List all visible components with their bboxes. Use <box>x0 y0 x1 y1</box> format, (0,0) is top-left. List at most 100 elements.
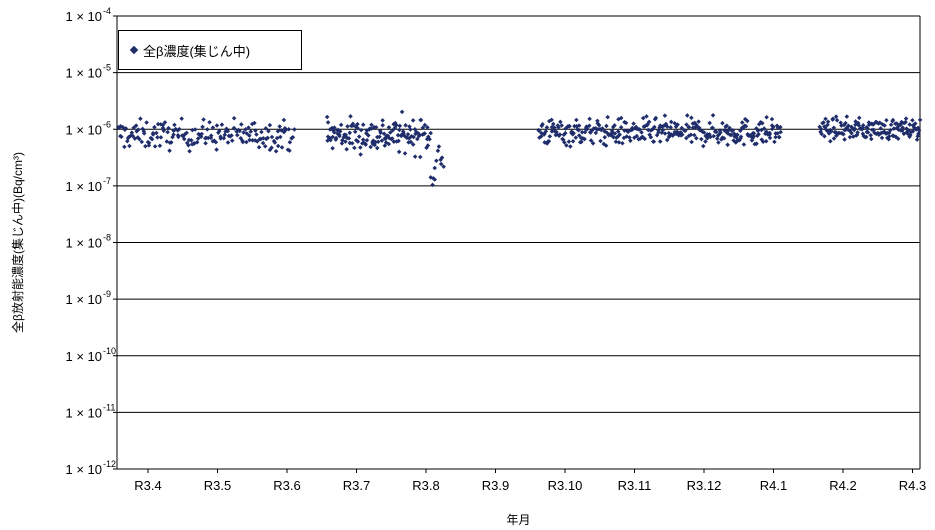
data-point <box>229 138 235 143</box>
data-point <box>430 182 435 188</box>
data-point <box>879 135 885 141</box>
data-point <box>842 137 847 142</box>
data-point <box>207 120 212 125</box>
data-point <box>360 137 366 142</box>
data-point <box>348 114 353 119</box>
data-point <box>265 135 270 141</box>
data-point <box>358 127 364 133</box>
data-point <box>222 132 228 138</box>
data-point <box>699 136 704 142</box>
x-tick-label: R3.11 <box>618 478 652 493</box>
data-point <box>337 129 343 134</box>
y-tick-label: 1 × 10 <box>65 292 102 307</box>
x-tick-label: R4.1 <box>760 478 787 493</box>
data-point <box>214 123 220 128</box>
data-point <box>438 161 444 167</box>
data-point <box>331 130 337 135</box>
y-tick-label: 1 × 10 <box>65 9 102 24</box>
data-point <box>884 118 889 123</box>
data-point <box>914 137 920 142</box>
data-point <box>710 113 716 118</box>
data-point <box>166 125 171 131</box>
data-point <box>324 114 330 120</box>
data-point <box>917 117 923 123</box>
data-point <box>657 139 663 144</box>
data-point <box>558 119 563 125</box>
y-tick-label: 1 × 10 <box>65 462 102 477</box>
data-point <box>772 139 777 145</box>
data-point <box>422 131 427 136</box>
data-point <box>605 114 610 120</box>
data-point <box>366 133 371 138</box>
data-point <box>343 139 348 144</box>
data-point <box>243 127 248 132</box>
y-tick-exponent: -9 <box>103 289 111 299</box>
x-tick-label: R3.4 <box>134 478 161 493</box>
data-point <box>127 143 132 149</box>
data-point <box>662 131 668 136</box>
data-point <box>192 127 198 132</box>
data-point <box>604 123 609 129</box>
data-point <box>138 116 143 121</box>
data-point <box>587 116 592 122</box>
data-point <box>434 158 439 163</box>
data-point <box>432 165 438 171</box>
data-point <box>330 145 335 151</box>
data-point <box>219 122 225 127</box>
y-tick-label: 1 × 10 <box>65 122 102 137</box>
data-point <box>152 144 158 149</box>
data-point <box>763 138 769 144</box>
data-point <box>891 126 897 131</box>
data-point <box>696 119 701 124</box>
data-point <box>262 144 268 149</box>
data-point <box>910 117 915 123</box>
data-point <box>231 116 237 121</box>
y-tick-exponent: -6 <box>103 119 111 129</box>
data-point <box>716 140 721 145</box>
data-point <box>123 126 129 131</box>
data-point <box>410 142 416 147</box>
data-point <box>214 147 219 152</box>
legend-label: 全β濃度(集じん中) <box>143 43 251 59</box>
data-point <box>200 124 205 130</box>
data-point <box>325 138 330 143</box>
y-tick-exponent: -5 <box>103 63 111 73</box>
data-point <box>203 140 208 146</box>
data-point <box>689 115 694 121</box>
data-point <box>602 134 608 140</box>
data-point <box>725 142 730 148</box>
data-point <box>418 117 424 123</box>
data-point <box>158 135 164 140</box>
x-tick-label: R3.12 <box>687 478 722 493</box>
data-point <box>377 128 383 134</box>
data-point <box>652 124 657 130</box>
data-point <box>570 139 576 144</box>
data-point <box>205 127 210 132</box>
data-point <box>380 123 385 128</box>
data-point <box>375 139 381 144</box>
data-point <box>267 122 273 128</box>
data-point <box>686 124 692 130</box>
data-point <box>616 140 622 145</box>
y-tick-label: 1 × 10 <box>65 405 102 420</box>
data-point <box>547 134 553 139</box>
data-point <box>389 136 395 141</box>
y-tick-label: 1 × 10 <box>65 236 102 251</box>
data-point <box>269 145 274 150</box>
data-point <box>574 117 579 123</box>
data-point <box>358 152 363 157</box>
y-tick-label: 1 × 10 <box>65 66 102 81</box>
data-point <box>778 124 783 130</box>
data-point <box>179 116 184 121</box>
data-point <box>878 126 883 131</box>
x-tick-label: R3.10 <box>548 478 583 493</box>
data-point <box>277 124 282 129</box>
data-point <box>907 122 912 127</box>
data-point <box>900 125 905 130</box>
data-point <box>275 143 281 149</box>
data-point <box>356 134 362 139</box>
x-tick-label: R3.7 <box>343 478 370 493</box>
y-tick-exponent: -7 <box>103 176 111 186</box>
data-point <box>828 138 833 144</box>
